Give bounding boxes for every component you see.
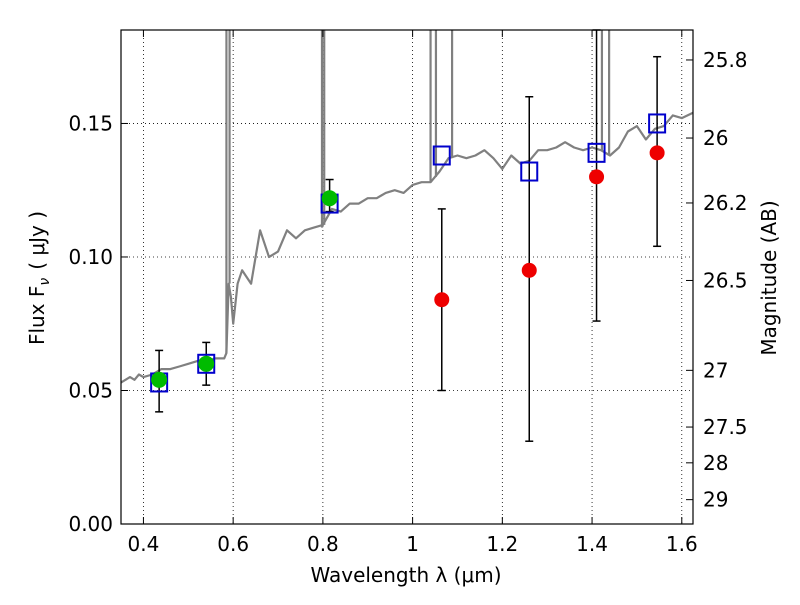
y-axis-label: Flux Fν ( μJy ) [25,211,53,345]
model-square-point [587,142,606,163]
x-tick-label: 1.2 [486,532,518,556]
y2-axis-label: Magnitude (AB) [757,200,781,355]
measured-point-red [589,169,605,185]
model-square-point [648,113,667,134]
measured-point-green [321,190,338,207]
y2-tick-label: 26.2 [703,191,748,215]
tick-marks [121,30,693,525]
model-square-layer [150,113,667,393]
y-tick-label: 0.15 [68,111,113,135]
y-axis-label-unit: ( μJy ) [25,211,49,270]
y-tick-label: 0.00 [68,512,113,536]
y2-tick-label: 25.8 [703,48,748,72]
y-axis-label-main: Flux F [25,286,49,345]
x-tick-labels: 0.4 0.6 0.8 1 1.2 1.4 1.6 [128,532,698,556]
x-tick-label: 0.6 [217,532,249,556]
x-tick-label: 1.6 [666,532,698,556]
y-axis-label-subscript: ν [37,278,53,286]
model-square-point [432,145,451,166]
model-square-point [520,161,539,182]
x-tick-label: 1 [406,532,419,556]
y-tick-label: 0.05 [68,378,113,402]
y2-tick-label: 28 [703,451,728,475]
y2-tick-label: 27 [703,358,728,382]
y-tick-label: 0.10 [68,245,113,269]
plot-frame [120,29,694,525]
measured-point-green [151,371,168,388]
measured-circle-layer [151,145,665,388]
measured-point-green [198,355,215,372]
measured-point-red [434,292,450,308]
x-tick-label: 0.4 [128,532,160,556]
y2-tick-label: 26.5 [703,268,748,292]
measured-point-red [649,145,665,161]
x-tick-label: 1.4 [576,532,608,556]
y-tick-labels: 0.00 0.05 0.10 0.15 [68,111,113,536]
y2-tick-labels: 25.8 26 26.2 26.5 27 27.5 28 29 [703,48,748,512]
x-tick-label: 0.8 [307,532,339,556]
y2-tick-label: 27.5 [703,415,748,439]
x-axis-label: Wavelength λ (μm) [310,563,501,587]
measured-point-red [521,262,537,278]
y2-tick-label: 26 [703,126,728,150]
y2-tick-label: 29 [703,488,728,512]
